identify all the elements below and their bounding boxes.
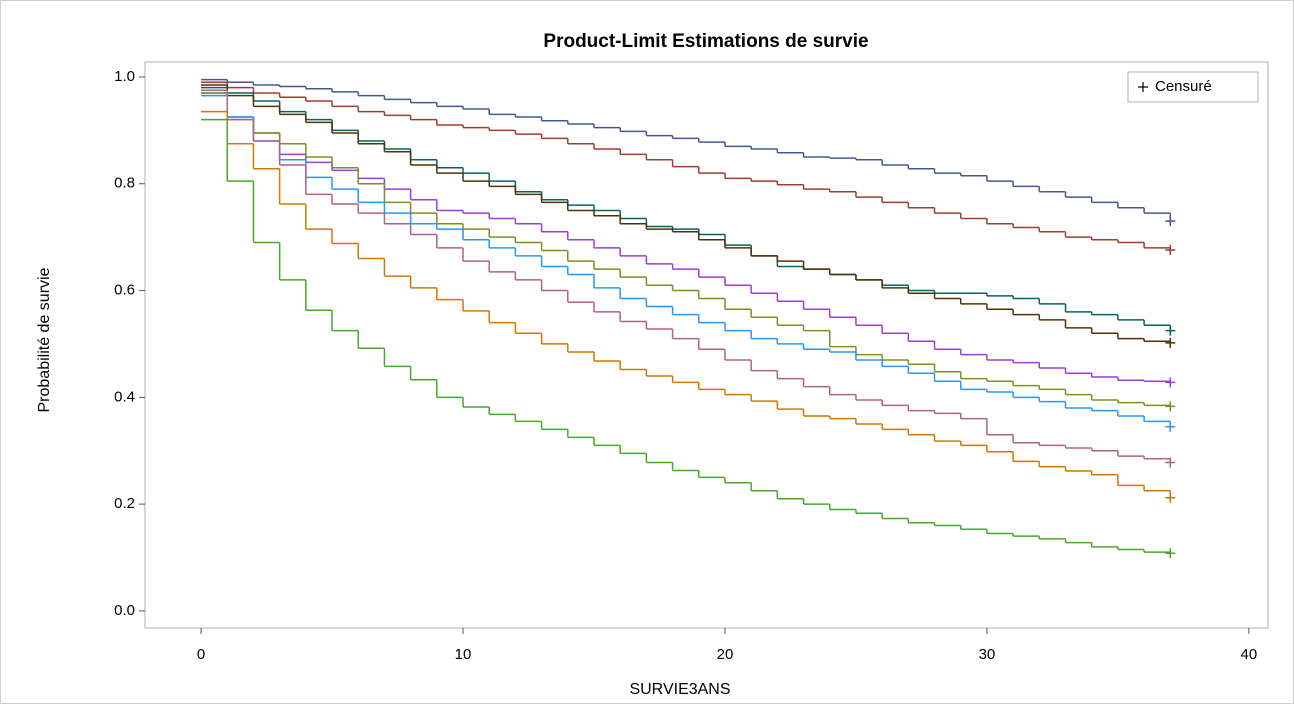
y-tick-label: 0.4 <box>114 388 135 405</box>
censor-marker <box>1165 492 1176 503</box>
censor-marker <box>1165 401 1176 412</box>
y-tick-label: 1.0 <box>114 68 135 85</box>
censor-marker <box>1165 325 1176 336</box>
y-tick-label: 0.2 <box>114 495 135 512</box>
legend-symbol <box>1138 82 1148 92</box>
censor-marker <box>1165 377 1176 388</box>
x-tick-label: 40 <box>1241 646 1258 663</box>
y-axis-label: Probabilité de survie <box>36 267 53 412</box>
censor-marker <box>1165 337 1176 348</box>
censor-marker <box>1165 457 1176 468</box>
x-axis-label: SURVIE3ANS <box>629 681 730 698</box>
censor-marker <box>1165 421 1176 432</box>
survival-curve <box>201 81 1176 255</box>
legend-box <box>1127 71 1259 103</box>
x-tick-label: 30 <box>979 646 996 663</box>
x-tick-label: 0 <box>197 646 205 663</box>
survival-curve <box>201 118 1176 559</box>
y-tick-label: 0.8 <box>114 175 135 192</box>
censor-marker <box>1165 244 1176 255</box>
chart-title: Product-Limit Estimations de survie <box>543 31 868 52</box>
y-tick-label: 0.0 <box>114 602 135 619</box>
survival-curve <box>201 89 1176 468</box>
censor-marker <box>1165 216 1176 227</box>
survival-curve <box>201 84 1176 348</box>
y-tick-label: 0.6 <box>114 282 135 299</box>
x-tick-label: 20 <box>717 646 734 663</box>
legend-label: Censuré <box>1155 78 1212 95</box>
plot-area <box>144 61 1269 629</box>
legend: Censuré <box>1127 71 1259 103</box>
x-tick-label: 10 <box>455 646 472 663</box>
survival-curve <box>201 78 1176 227</box>
censor-marker <box>1165 548 1176 559</box>
